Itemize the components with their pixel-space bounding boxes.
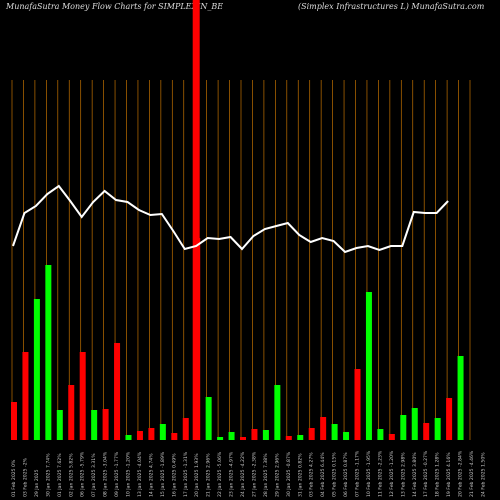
x-tick-label: 01 Jan 2025 7.62% bbox=[57, 453, 63, 497]
x-tick-label: 12 Feb 2025 -1.20% bbox=[389, 450, 395, 497]
x-tick-label: 08 Jan 2025 -3.04% bbox=[103, 451, 109, 497]
money-flow-line bbox=[12, 184, 449, 254]
bar bbox=[33, 299, 40, 440]
x-tick-label: 04 Feb 2025 6.44% bbox=[320, 452, 326, 497]
x-tick-label: 28 Jan 2025 7.38% bbox=[263, 453, 269, 497]
x-tick-label: 13 Feb 2025 2.98% bbox=[400, 452, 406, 497]
x-tick-label: 27 Jan 2025 -2.38% bbox=[251, 451, 257, 497]
bar bbox=[262, 430, 269, 440]
x-tick-label: 20 Jan 2025 1.93% bbox=[194, 453, 200, 497]
bar bbox=[423, 423, 430, 440]
chart-header-right: (Simplex Infrastructures L) MunafaSutra.… bbox=[298, 2, 485, 11]
x-tick-label: 03 Feb 2025 4.27% bbox=[309, 452, 315, 497]
x-tick-label: 03 Feb 2025 -2% bbox=[22, 457, 28, 497]
bar bbox=[285, 436, 292, 440]
bar bbox=[125, 435, 132, 440]
x-tick-label: 19 Feb 2025 4.16% bbox=[446, 452, 452, 497]
x-tick-label: 06 Jan 2025 -5.79% bbox=[80, 451, 86, 497]
x-tick-label: 22 Jan 2025 -5.06% bbox=[217, 451, 223, 497]
chart-header-left: MunafaSutra Money Flow Charts for SIMPLE… bbox=[6, 2, 224, 11]
bar bbox=[411, 408, 418, 440]
bar bbox=[320, 417, 327, 440]
bar bbox=[79, 352, 86, 440]
bar bbox=[434, 418, 441, 440]
x-tick-label: 05 Feb 2025 0.15% bbox=[332, 452, 338, 497]
bar bbox=[194, 238, 201, 440]
x-tick-label: 10 Feb 2025 -1.95% bbox=[366, 450, 372, 497]
x-tick-label: 01 Feb 2025 0% bbox=[11, 459, 17, 497]
bar bbox=[136, 431, 143, 440]
x-tick-label: 11 Feb 2025 -2.23% bbox=[377, 450, 383, 497]
x-tick-label: 21 Jan 2025 2.96% bbox=[206, 453, 212, 497]
bar bbox=[68, 385, 75, 440]
x-tick-label: 20 Feb 2025 -2.84% bbox=[458, 450, 464, 497]
x-tick-label: 16 Jan 2025 0.49% bbox=[171, 453, 177, 497]
bar bbox=[45, 265, 52, 440]
bar bbox=[343, 432, 350, 440]
x-tick-label: 21 Feb 2025 -4.46% bbox=[469, 450, 475, 497]
x-tick-label: 18 Feb 2025 1.28% bbox=[435, 452, 441, 497]
bar bbox=[365, 292, 372, 440]
x-tick-label: 09 Jan 2025 -1.77% bbox=[114, 451, 120, 497]
bar bbox=[457, 356, 464, 440]
bar bbox=[297, 435, 304, 440]
x-tick-label: 23 Jan 2025 -4.97% bbox=[229, 451, 235, 497]
x-tick-label: 30 Jan 2025 7.74% bbox=[45, 453, 51, 497]
bar bbox=[240, 437, 246, 440]
bar bbox=[91, 410, 98, 440]
x-tick-label: 30 Jan 2025 -0.87% bbox=[286, 451, 292, 497]
bar bbox=[446, 398, 453, 440]
x-tick-label: 13 Jan 2025 -4.04% bbox=[137, 451, 143, 497]
bar bbox=[182, 418, 189, 440]
x-tick-label: 31 Jan 2025 0.82% bbox=[297, 453, 303, 497]
bar bbox=[102, 409, 109, 440]
bar bbox=[205, 397, 212, 440]
bar bbox=[56, 410, 63, 440]
bar bbox=[388, 434, 395, 440]
highlight-bar bbox=[192, 0, 200, 440]
bar bbox=[11, 402, 17, 440]
x-tick-label: 29 Jan 2025 bbox=[34, 469, 40, 497]
bar bbox=[171, 433, 178, 440]
x-tick-label: 24 Jan 2025 -4.22% bbox=[240, 451, 246, 497]
x-tick-label: 06 Feb 2025 0.87% bbox=[343, 452, 349, 497]
bar bbox=[274, 385, 281, 440]
x-tick-label: 29 Jan 2025 2.96% bbox=[274, 453, 280, 497]
bar bbox=[251, 429, 258, 440]
x-tick-label: 02 Jan 2025 5.82% bbox=[68, 453, 74, 497]
x-tick-label: 07 Feb 2025 -1.17% bbox=[355, 450, 361, 497]
bar bbox=[228, 432, 235, 440]
bar bbox=[400, 415, 407, 440]
x-tick-label: 17 Feb 2025 -0.27% bbox=[423, 450, 429, 497]
x-tick-label: 14 Jan 2025 4.74% bbox=[148, 453, 154, 497]
x-tick-label: 24 Feb 2025 1.50% bbox=[480, 452, 486, 497]
bar bbox=[114, 343, 121, 440]
x-tick-label: 07 Jan 2025 3.31% bbox=[91, 453, 97, 497]
x-tick-label: 14 Feb 2025 3.80% bbox=[412, 452, 418, 497]
bar bbox=[331, 424, 338, 440]
x-tick-label: 17 Jan 2025 -1.31% bbox=[183, 451, 189, 497]
bar bbox=[217, 437, 224, 440]
x-tick-label: 15 Jan 2025 -1.89% bbox=[160, 451, 166, 497]
bar bbox=[159, 424, 166, 440]
bar bbox=[148, 428, 155, 440]
bar bbox=[354, 369, 361, 440]
bar bbox=[308, 428, 315, 440]
x-tick-label: 10 Jan 2025 -1.20% bbox=[126, 451, 132, 497]
bar bbox=[22, 352, 29, 440]
bar bbox=[377, 429, 384, 440]
